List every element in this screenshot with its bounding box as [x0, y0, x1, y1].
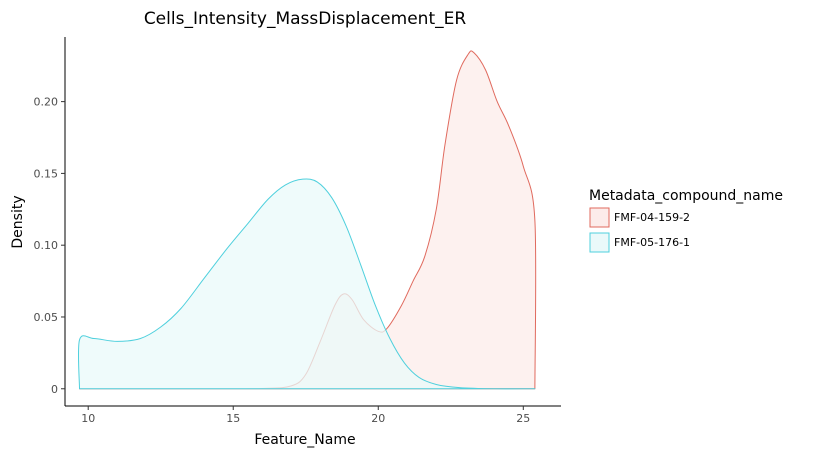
chart-title: Cells_Intensity_MassDisplacement_ER: [144, 9, 467, 29]
x-tick-label: 20: [371, 412, 385, 425]
x-tick-label: 10: [81, 412, 95, 425]
legend-title: Metadata_compound_name: [589, 188, 783, 204]
y-axis-title: Density: [10, 195, 26, 248]
plot-area: [77, 50, 537, 390]
x-tick-label: 15: [226, 412, 240, 425]
y-tick-label: 0.15: [34, 167, 59, 180]
density-series-2: [77, 178, 536, 390]
y-tick-label: 0.20: [34, 96, 59, 109]
legend-items: FMF-04-159-2 FMF-05-176-1: [589, 207, 690, 253]
legend: Metadata_compound_name FMF-04-159-2FMF-0…: [589, 188, 783, 253]
legend-swatch-2: [589, 232, 610, 253]
legend-swatch-1: [589, 207, 610, 228]
y-axis-ticks: 0 0.05 0.10 0.15 0.20: [34, 96, 65, 396]
x-tick-label: 25: [516, 412, 530, 425]
x-axis-title: Feature_Name: [254, 432, 355, 448]
legend-label-2: FMF-05-176-1: [614, 236, 690, 249]
x-axis-ticks: 10 15 20 25: [81, 406, 530, 425]
y-tick-label: 0.05: [34, 311, 59, 324]
y-tick-label: 0: [51, 383, 58, 396]
legend-label-1: FMF-04-159-2: [614, 211, 690, 224]
y-tick-label: 0.10: [34, 239, 59, 252]
